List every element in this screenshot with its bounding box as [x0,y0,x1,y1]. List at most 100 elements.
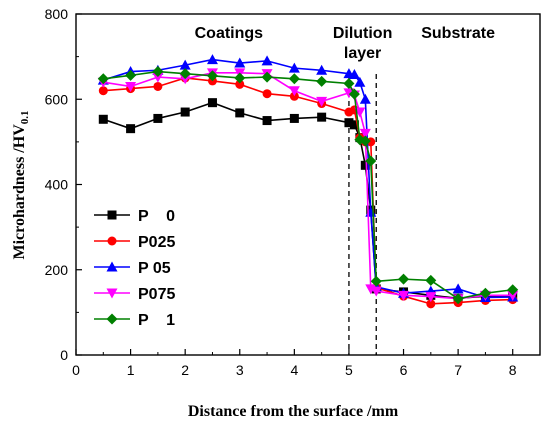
data-point [206,70,218,82]
y-tick-label: 200 [45,262,69,278]
x-tick-label: 5 [345,362,353,378]
legend-label: P025 [138,234,175,251]
data-point [153,81,163,91]
series-layer [97,54,519,309]
data-point [234,72,246,84]
ticks-layer: 0 1 2 3 4 5 6 7 8 0 200 400 600 800 [45,6,517,378]
data-point [262,89,272,99]
data-point [125,81,137,92]
data-point [349,120,359,130]
data-point [316,96,328,107]
legend-item-2: P025 [94,234,175,251]
data-point [235,79,245,89]
region-label-2: layer [344,45,381,62]
data-point [344,118,354,128]
legend-marker [106,261,118,272]
data-point [343,77,355,89]
data-point [179,59,191,70]
y-axis-title-main: Microhardness /HV [11,124,28,260]
data-point [507,290,519,301]
legend-label: P 1 [138,312,175,329]
data-point [354,76,366,87]
data-point [348,69,360,80]
legend-label: P 05 [138,260,171,277]
y-tick-label: 800 [45,6,69,22]
data-point [207,98,217,108]
y-axis-title: Microhardness /HV0.1 [11,110,31,259]
data-point [180,107,190,117]
x-axis-title: Distance from the surface /mm [188,403,399,420]
x-tick-label: 2 [181,362,189,378]
x-tick-label: 4 [290,362,298,378]
data-point [288,62,300,73]
data-point [152,66,164,78]
data-point [348,88,360,100]
legend-item-5: P 1 [94,312,175,329]
data-point [179,74,191,85]
data-point [261,55,273,66]
data-point [452,293,464,305]
data-point [152,72,164,83]
data-point [289,113,299,123]
data-point [370,286,382,297]
data-point [370,275,382,287]
legend-item-4: P075 [94,286,175,303]
data-point [98,86,108,96]
legend-marker [107,236,117,246]
x-tick-label: 1 [127,362,135,378]
data-point [126,124,136,134]
data-point [426,299,436,309]
data-point [317,112,327,122]
data-point [398,273,410,285]
x-tick-label: 8 [509,362,517,378]
region-labels: Coatings Dilution layer Substrate [195,25,495,62]
data-point [289,91,299,101]
data-point [452,283,464,294]
data-point [125,69,137,81]
legend-marker [107,210,117,220]
data-point [507,284,519,296]
data-point [235,108,245,118]
data-point [261,71,273,83]
data-point [479,287,491,299]
data-point [398,290,410,301]
data-point [234,57,246,68]
legend: P 0 P025 P 05 P075 P 1 [94,208,175,329]
legend-label: P075 [138,286,175,303]
y-tick-label: 600 [45,91,69,107]
region-label-2: Dilution [333,25,393,42]
data-point [288,73,300,85]
data-point [153,113,163,123]
data-point [316,64,328,75]
region-label-3: Substrate [421,25,495,42]
data-point [365,155,377,167]
region-label-1: Coatings [195,25,264,42]
data-point [359,93,371,104]
data-point [97,73,109,85]
data-point [360,160,370,170]
data-point [288,86,300,97]
data-point [179,68,191,80]
legend-marker [106,288,118,299]
x-tick-label: 7 [454,362,462,378]
data-point [98,114,108,124]
data-point [425,292,437,303]
legend-marker [106,313,118,325]
data-point [425,274,437,286]
legend-item-1: P 0 [94,208,175,225]
data-point [262,116,272,126]
legend-label: P 0 [138,208,175,225]
data-point [359,128,371,139]
series-group-5 [97,66,519,305]
y-tick-label: 0 [60,347,68,363]
x-tick-label: 6 [400,362,408,378]
data-point [316,75,328,87]
data-point [359,135,371,147]
y-tick-label: 400 [45,177,69,193]
x-tick-label: 3 [236,362,244,378]
data-point [206,54,218,65]
x-tick-label: 0 [72,362,80,378]
y-axis-title-sub: 0.1 [19,110,31,124]
legend-item-3: P 05 [94,260,171,277]
